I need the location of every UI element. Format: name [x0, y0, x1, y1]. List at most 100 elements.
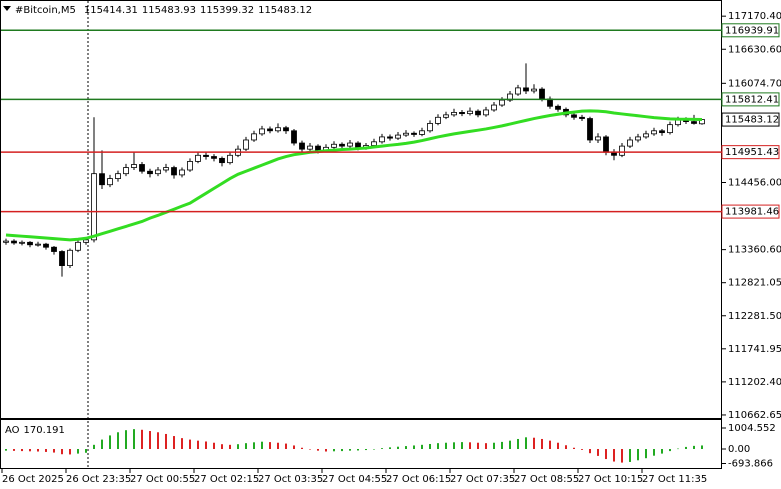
candle-body	[195, 154, 201, 162]
y-tick-label: 111741.95	[728, 344, 781, 355]
ao-bar	[637, 449, 639, 461]
ao-bar	[285, 443, 287, 450]
ao-bar	[13, 449, 15, 451]
ao-bar	[613, 449, 615, 462]
candle-body	[219, 157, 225, 164]
candle-body	[419, 130, 425, 135]
candle-body	[451, 112, 457, 116]
candle-body	[555, 105, 561, 110]
ao-bar	[693, 445, 695, 450]
ao-bar	[589, 449, 591, 454]
candle-body	[75, 241, 81, 251]
candle-body	[115, 173, 121, 179]
y-tick-label: 113360.60	[728, 245, 781, 256]
candle-body	[11, 240, 17, 244]
ao-bar	[157, 432, 159, 450]
candle-body	[411, 132, 417, 135]
ao-bar	[557, 442, 559, 450]
candle-body	[187, 161, 193, 171]
candle-body	[123, 167, 129, 175]
ao-bar	[253, 442, 255, 450]
ao-bar	[389, 447, 391, 450]
candle-body	[91, 173, 97, 241]
candle-body	[603, 136, 609, 153]
candle-body	[283, 127, 289, 132]
candle-body	[339, 143, 345, 147]
candle-body	[51, 246, 57, 252]
ao-bar	[61, 449, 63, 455]
candle-body	[427, 123, 433, 132]
ao-bar	[629, 449, 631, 462]
ao-bar	[37, 449, 39, 452]
ao-bar	[189, 439, 191, 450]
last-price-label: 115483.12	[725, 115, 779, 126]
ao-bar	[461, 442, 463, 450]
ao-bar	[669, 449, 671, 452]
ao-bar	[333, 449, 335, 452]
candle-body	[691, 121, 697, 124]
ao-bar	[445, 442, 447, 450]
ao-bar	[397, 446, 399, 450]
ao-bar	[237, 444, 239, 450]
ao-bar	[53, 449, 55, 453]
x-tick-label: 27 Oct 04:55	[322, 474, 387, 485]
candle-body	[443, 114, 449, 118]
ao-bar	[277, 442, 279, 450]
ao-bar	[309, 449, 311, 450]
level-label-box	[721, 23, 780, 38]
candle-body	[531, 88, 537, 92]
ao-bar	[293, 445, 295, 450]
candle-body	[403, 132, 409, 136]
symbol: #Bitcoin,M5	[15, 5, 76, 16]
ao-bar	[341, 449, 343, 452]
candle-body	[395, 134, 401, 139]
ao-bar	[413, 445, 415, 450]
x-tick-label: 27 Oct 03:35	[258, 474, 323, 485]
indicator-name: AO	[5, 425, 20, 436]
ao-bar	[245, 443, 247, 450]
candle-body	[299, 142, 305, 150]
ao-bar	[261, 441, 263, 450]
x-tick-label: 27 Oct 00:55	[130, 474, 195, 485]
ao-bar	[125, 430, 127, 450]
ao-bar	[357, 449, 359, 451]
ao-bar	[5, 449, 7, 451]
ao-bar	[133, 429, 135, 450]
x-tick-label: 27 Oct 06:15	[386, 474, 451, 485]
candle-body	[139, 164, 145, 172]
candle-body	[107, 178, 113, 186]
level-label: 116939.91	[725, 25, 779, 36]
ao-bar	[221, 444, 223, 450]
y-tick-label: 116630.60	[728, 44, 781, 55]
ao-bar	[485, 443, 487, 450]
candle-body	[475, 110, 481, 116]
candle-body	[387, 136, 393, 139]
header-open: 115414.31	[84, 5, 138, 16]
ao-bar	[205, 441, 207, 450]
menu-arrow	[3, 6, 11, 11]
ao-bar	[149, 431, 151, 450]
candle-body	[595, 136, 601, 141]
candle-body	[203, 154, 209, 157]
candle-body	[635, 136, 641, 141]
ao-bar	[405, 446, 407, 450]
ao-bar	[501, 441, 503, 450]
candle-body	[627, 139, 633, 147]
ao-bar	[181, 438, 183, 450]
level-label: 115812.41	[725, 94, 779, 105]
candle-body	[171, 167, 177, 176]
candle-body	[147, 170, 153, 175]
ao-bar	[365, 449, 367, 451]
candle-body	[499, 99, 505, 106]
y-tick-label: 1004.552	[728, 423, 776, 434]
indicator-pane: 1004.552 0.00 -693.866 26 Oct 2025 26 Oct 23…	[1, 423, 776, 485]
header-close: 115483.12	[258, 5, 312, 16]
candle-body	[435, 116, 441, 124]
ao-bar	[165, 433, 167, 450]
ao-bar	[605, 449, 607, 460]
x-tick-label: 27 Oct 07:35	[450, 474, 515, 485]
candle-body	[507, 93, 513, 101]
candle-body	[371, 141, 377, 146]
x-tick-label: 27 Oct 08:55	[514, 474, 579, 485]
ao-bar	[645, 449, 647, 459]
